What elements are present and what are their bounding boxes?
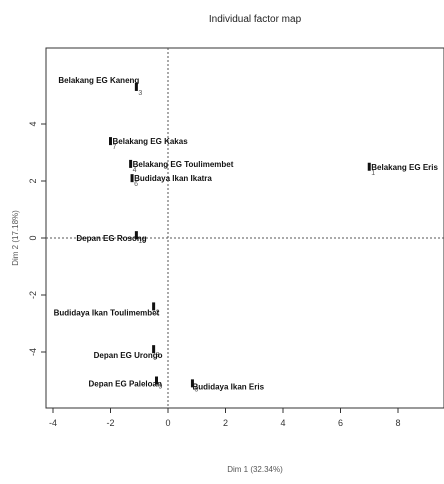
x-tick-label: 6: [338, 418, 343, 428]
x-tick-label: 8: [395, 418, 400, 428]
chart-title: Individual factor map: [209, 14, 302, 25]
point-number: 10: [138, 238, 146, 245]
point-label: Budidaya Ikan Eris: [192, 382, 264, 391]
y-tick-label: -4: [28, 348, 38, 356]
data-point: [109, 137, 112, 146]
point-label: Belakang EG Kaneng: [58, 76, 139, 85]
point-number: 4: [133, 167, 137, 174]
point-number: 6: [134, 181, 138, 188]
point-label: Depan EG Urongo: [94, 351, 163, 360]
point-label: Belakang EG Eris: [371, 163, 438, 172]
point-number: 1: [371, 170, 375, 177]
data-point: [152, 345, 156, 354]
point-label: Depan EG Paleloan: [89, 380, 162, 389]
y-ticks: 4 2 0 -2 -4: [28, 121, 46, 356]
point-label: Depan EG Rosong: [76, 234, 146, 243]
data-point: [367, 162, 371, 171]
y-tick-label: -2: [28, 291, 38, 299]
x-tick-label: -2: [106, 418, 114, 428]
point-number: 7: [113, 144, 117, 151]
data-point: [134, 82, 138, 91]
point-label: Budidaya Ikan Ikatra: [134, 174, 212, 183]
point-label: Belakang EG Kakas: [113, 137, 189, 146]
x-tick-label: 4: [280, 418, 285, 428]
y-tick-label: 0: [28, 235, 38, 240]
data-point: [130, 174, 134, 183]
point-number: 2: [156, 309, 160, 316]
y-tick-label: 4: [28, 121, 38, 126]
x-tick-label: 2: [223, 418, 228, 428]
x-tick-label: 0: [165, 418, 170, 428]
point-number: 9: [159, 384, 163, 391]
point-label: Belakang EG Toulimembet: [133, 160, 234, 169]
point-number: 3: [138, 90, 142, 97]
data-point: [155, 376, 158, 385]
y-axis-label: Dim 2 (17.18%): [11, 210, 20, 266]
point-label: Budidaya Ikan Toulimembet: [54, 308, 160, 317]
data-point: [134, 231, 138, 240]
x-tick-label: -4: [49, 418, 57, 428]
x-axis-label: Dim 1 (32.34%): [227, 465, 283, 474]
data-point: [190, 379, 194, 388]
x-ticks: -4 -2 0 2 4 6 8: [49, 408, 401, 428]
point-number: 5: [194, 386, 198, 393]
plot-frame: [45, 47, 444, 409]
data-point: [129, 159, 133, 168]
point-number: 8: [156, 352, 160, 359]
data-point: [152, 302, 156, 311]
y-tick-label: 2: [28, 178, 38, 183]
